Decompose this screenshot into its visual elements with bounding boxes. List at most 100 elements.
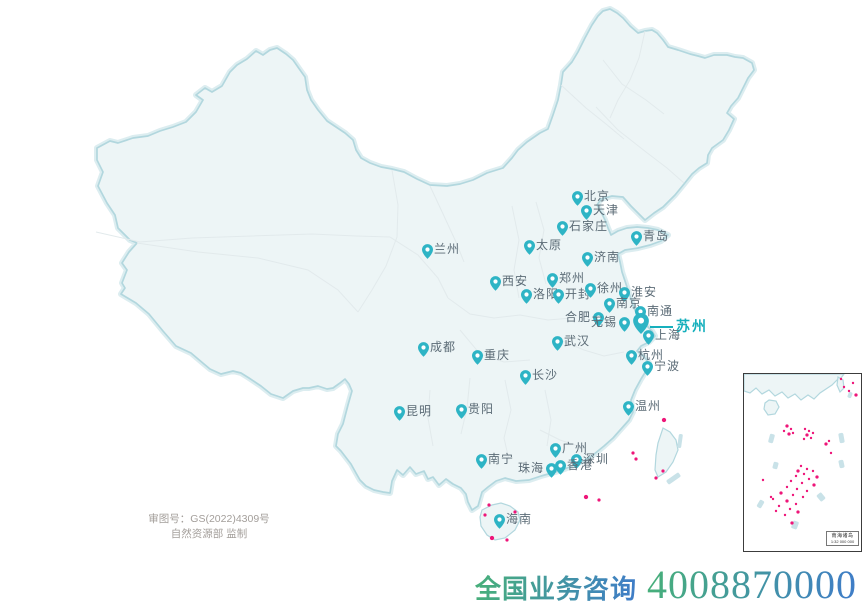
city-label-合肥: 合肥	[564, 310, 591, 324]
city-pin-徐州[interactable]	[584, 283, 596, 303]
island-dot	[661, 417, 667, 423]
city-pin-香港[interactable]	[554, 460, 566, 480]
island-dot	[583, 494, 589, 500]
city-pin-兰州[interactable]	[421, 244, 433, 264]
inset-scale: 1:32 000 000	[830, 539, 855, 544]
island-dot	[791, 431, 795, 435]
island-dot	[811, 469, 815, 473]
island-dot	[791, 493, 795, 497]
city-label-苏州[interactable]: 苏州	[676, 318, 708, 334]
city-pin-石家庄[interactable]	[556, 221, 568, 241]
island-dot	[774, 509, 778, 513]
city-pin-贵阳[interactable]	[455, 404, 467, 424]
dash-segment	[666, 472, 681, 485]
city-label-洛阳: 洛阳	[533, 287, 560, 301]
dash-segment	[772, 461, 779, 470]
city-label-杭州: 杭州	[638, 348, 665, 362]
city-pin-青岛[interactable]	[630, 231, 642, 251]
dash-segment	[838, 459, 845, 469]
island-dot	[805, 433, 809, 437]
city-pin-淮安[interactable]	[618, 287, 630, 307]
city-label-无锡: 无锡	[590, 315, 617, 329]
hotline-number: 4008870000	[647, 562, 857, 607]
dash-segment	[816, 492, 826, 502]
city-pin-长沙[interactable]	[519, 370, 531, 390]
island-dot	[785, 485, 789, 489]
city-pin-郑州[interactable]	[546, 273, 558, 293]
island-dot	[779, 491, 783, 495]
city-label-重庆: 重庆	[484, 348, 511, 362]
city-pin-武汉[interactable]	[551, 336, 563, 356]
island-dot	[783, 513, 787, 517]
city-pin-北京[interactable]	[571, 191, 583, 211]
city-label-长沙: 长沙	[532, 368, 559, 382]
island-dot	[483, 513, 487, 517]
city-label-海南: 海南	[506, 512, 533, 526]
city-pin-宁波[interactable]	[641, 361, 653, 381]
suzhou-leader-line	[650, 326, 673, 328]
city-pin-温州[interactable]	[622, 401, 634, 421]
island-dot	[789, 479, 793, 483]
island-dot	[661, 469, 665, 473]
city-pin-洛阳[interactable]	[520, 289, 532, 309]
city-label-昆明: 昆明	[406, 404, 433, 418]
island-dot	[827, 439, 831, 443]
dash-segment	[756, 499, 765, 509]
island-dot	[790, 521, 794, 525]
city-pin-深圳[interactable]	[570, 454, 582, 474]
city-label-宁波: 宁波	[654, 359, 681, 373]
mainland-outline	[94, 6, 757, 513]
city-pin-济南[interactable]	[581, 252, 593, 272]
city-label-广州: 广州	[562, 441, 589, 455]
city-pin-南京[interactable]	[603, 298, 615, 318]
island-dot	[769, 495, 773, 499]
city-pin-广州[interactable]	[549, 443, 561, 463]
city-label-香港: 香港	[567, 458, 594, 472]
inset-mainland-coast	[744, 374, 845, 401]
island-dot	[787, 432, 791, 436]
island-dot	[801, 495, 805, 499]
island-dot	[597, 498, 601, 502]
city-pin-珠海[interactable]	[545, 463, 557, 483]
city-label-贵阳: 贵阳	[468, 402, 495, 416]
city-pin-天津[interactable]	[580, 205, 592, 225]
island-dot	[489, 535, 495, 541]
city-pin-苏州[interactable]	[633, 313, 649, 339]
city-label-南通: 南通	[647, 304, 674, 318]
island-dot	[807, 429, 811, 433]
city-label-兰州: 兰州	[434, 242, 461, 256]
city-pin-无锡[interactable]	[618, 317, 630, 337]
dash-segment	[847, 391, 853, 399]
city-pin-西安[interactable]	[489, 276, 501, 296]
island-dot	[785, 499, 789, 503]
city-label-深圳: 深圳	[583, 452, 610, 466]
city-pin-昆明[interactable]	[393, 406, 405, 426]
city-pin-上海[interactable]	[642, 330, 654, 350]
island-dot	[802, 472, 806, 476]
city-pin-合肥[interactable]	[592, 312, 604, 332]
inset-label-box: 南海诸岛 1:32 000 000	[826, 531, 859, 546]
island-dot	[851, 381, 855, 385]
inset-island-markers	[761, 377, 858, 525]
inset-hainan	[763, 399, 780, 416]
city-pin-开封[interactable]	[552, 289, 564, 309]
city-pin-杭州[interactable]	[625, 350, 637, 370]
city-pin-海南[interactable]	[493, 514, 505, 534]
city-pin-南宁[interactable]	[475, 454, 487, 474]
city-pin-重庆[interactable]	[471, 350, 483, 370]
island-dot	[796, 510, 800, 514]
city-label-济南: 济南	[594, 250, 621, 264]
city-label-徐州: 徐州	[597, 281, 624, 295]
city-label-青岛: 青岛	[643, 229, 670, 243]
nine-dash-segments	[666, 433, 683, 485]
island-markers	[483, 417, 667, 542]
city-pin-成都[interactable]	[417, 342, 429, 362]
city-pin-太原[interactable]	[523, 240, 535, 260]
island-dot	[812, 483, 816, 487]
island-dot	[789, 427, 793, 431]
city-label-南京: 南京	[616, 296, 643, 310]
city-label-珠海: 珠海	[517, 461, 544, 475]
island-dot	[803, 427, 807, 431]
island-dot	[505, 538, 509, 542]
